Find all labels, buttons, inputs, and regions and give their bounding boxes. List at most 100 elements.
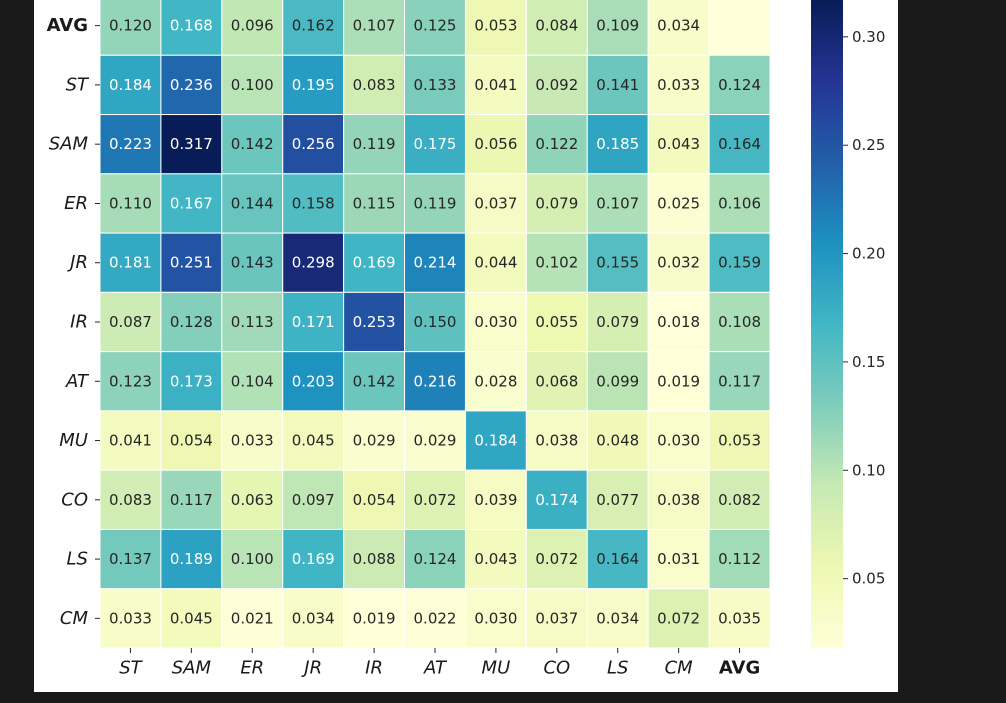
cell-value-label: 0.317 (170, 135, 213, 153)
heatmap-cell (282, 291, 345, 353)
cell-value-label: 0.181 (109, 254, 152, 272)
cell-value-label: 0.068 (535, 372, 578, 390)
heatmap-cell (343, 0, 406, 56)
row-tick-label: AT (65, 371, 90, 392)
heatmap-cell (282, 528, 345, 590)
heatmap-cell (160, 410, 223, 471)
cell-value-label: 0.038 (657, 491, 700, 509)
heatmap-cell (647, 232, 710, 293)
heatmap-cell (99, 114, 162, 175)
heatmap-cell (708, 351, 771, 412)
heatmap-cell (160, 173, 223, 234)
cell-value-label: 0.019 (657, 372, 700, 390)
cell-value-label: 0.031 (657, 550, 700, 568)
heatmap-cell (221, 588, 284, 649)
heatmap-cell (343, 232, 406, 293)
heatmap-cell (525, 232, 588, 293)
cell-value-label: 0.117 (170, 491, 213, 509)
row-tick-label: IR (70, 312, 88, 333)
cell-value-label: 0.079 (596, 313, 639, 331)
column-tick-label: ST (119, 658, 143, 679)
heatmap-cell (586, 588, 649, 649)
cell-value-label: 0.043 (657, 135, 700, 153)
heatmap-cell (647, 410, 710, 471)
cell-value-label: 0.043 (474, 550, 517, 568)
cell-value-label: 0.099 (596, 372, 639, 390)
heatmap-cell (525, 173, 588, 234)
cell-value-label: 0.108 (718, 313, 761, 331)
cell-value-label: 0.084 (535, 17, 578, 35)
column-tick-label: JR (301, 658, 322, 679)
cell-value-label: 0.104 (231, 372, 274, 390)
cell-value-label: 0.034 (596, 609, 639, 627)
cell-value-label: 0.253 (353, 313, 396, 331)
cell-value-label: 0.214 (414, 254, 457, 272)
heatmap-cell (647, 588, 710, 649)
cell-value-label: 0.035 (718, 609, 761, 627)
cell-value-label: 0.133 (414, 76, 457, 94)
cell-value-label: 0.143 (231, 254, 274, 272)
row-tick-label: AVG (47, 15, 88, 36)
heatmap-cell (404, 232, 466, 293)
cell-value-label: 0.030 (474, 313, 517, 331)
row-tick-label: SAM (49, 134, 89, 155)
heatmap-cell (404, 469, 466, 530)
cell-value-label: 0.063 (231, 491, 274, 509)
cell-value-label: 0.169 (292, 550, 335, 568)
row-tick-label: CO (61, 489, 88, 510)
heatmap-cell (708, 232, 771, 293)
column-tick-label: AT (423, 658, 448, 679)
heatmap-cell (708, 588, 771, 649)
cell-value-label: 0.128 (170, 313, 213, 331)
heatmap-cell-labels: 0.120 0.168 0.096 0.162 0.107 0.125 0.053 0.084… (109, 17, 761, 628)
cell-value-label: 0.079 (535, 194, 578, 212)
heatmap-cell (525, 469, 588, 530)
heatmap-cell (647, 54, 710, 116)
heatmap-cell (221, 410, 284, 471)
cell-value-label: 0.137 (109, 550, 152, 568)
row-tick-label: MU (59, 430, 88, 451)
heatmap-cell (99, 410, 162, 471)
column-tick-label: IR (365, 658, 383, 679)
colorbar-tick-label: 0.25 (852, 136, 885, 154)
heatmap-cell (404, 54, 466, 116)
cell-value-label: 0.141 (596, 76, 639, 94)
cell-value-label: 0.072 (535, 550, 578, 568)
cell-value-label: 0.018 (657, 313, 700, 331)
cell-value-label: 0.083 (109, 491, 152, 509)
colorbar-tick-label: 0.20 (852, 245, 885, 263)
cell-value-label: 0.028 (474, 372, 517, 390)
heatmap-cell (586, 528, 649, 590)
cell-value-label: 0.168 (170, 17, 213, 35)
cell-value-label: 0.053 (474, 17, 517, 35)
cell-value-label: 0.195 (292, 76, 335, 94)
cell-value-label: 0.019 (353, 609, 396, 627)
cell-value-label: 0.041 (109, 432, 152, 450)
heatmap-cell (343, 54, 406, 116)
cell-value-label: 0.034 (292, 609, 335, 627)
cell-value-label: 0.037 (535, 609, 578, 627)
cell-value-label: 0.083 (353, 76, 396, 94)
heatmap-cell (343, 410, 406, 471)
column-tick-label: MU (482, 658, 511, 679)
heatmap-cell (708, 469, 771, 530)
colorbar-tick-label: 0.05 (852, 570, 885, 588)
colorbar-tick-label: 0.10 (852, 461, 885, 479)
heatmap-cell (221, 469, 284, 530)
heatmap-cell (221, 351, 284, 412)
cell-value-label: 0.185 (596, 135, 639, 153)
cell-value-label: 0.102 (535, 254, 578, 272)
column-tick-label: AVG (719, 658, 760, 679)
heatmap-cell (586, 291, 649, 353)
cell-value-label: 0.236 (170, 76, 213, 94)
row-tick-label: CM (60, 608, 89, 629)
heatmap-cell (708, 528, 771, 590)
heatmap-cell (708, 0, 771, 56)
heatmap-cell (586, 0, 649, 56)
cell-value-label: 0.082 (718, 491, 761, 509)
heatmap-cell (160, 54, 223, 116)
cell-value-label: 0.100 (231, 550, 274, 568)
cell-value-label: 0.184 (109, 76, 152, 94)
cell-value-label: 0.100 (231, 76, 274, 94)
